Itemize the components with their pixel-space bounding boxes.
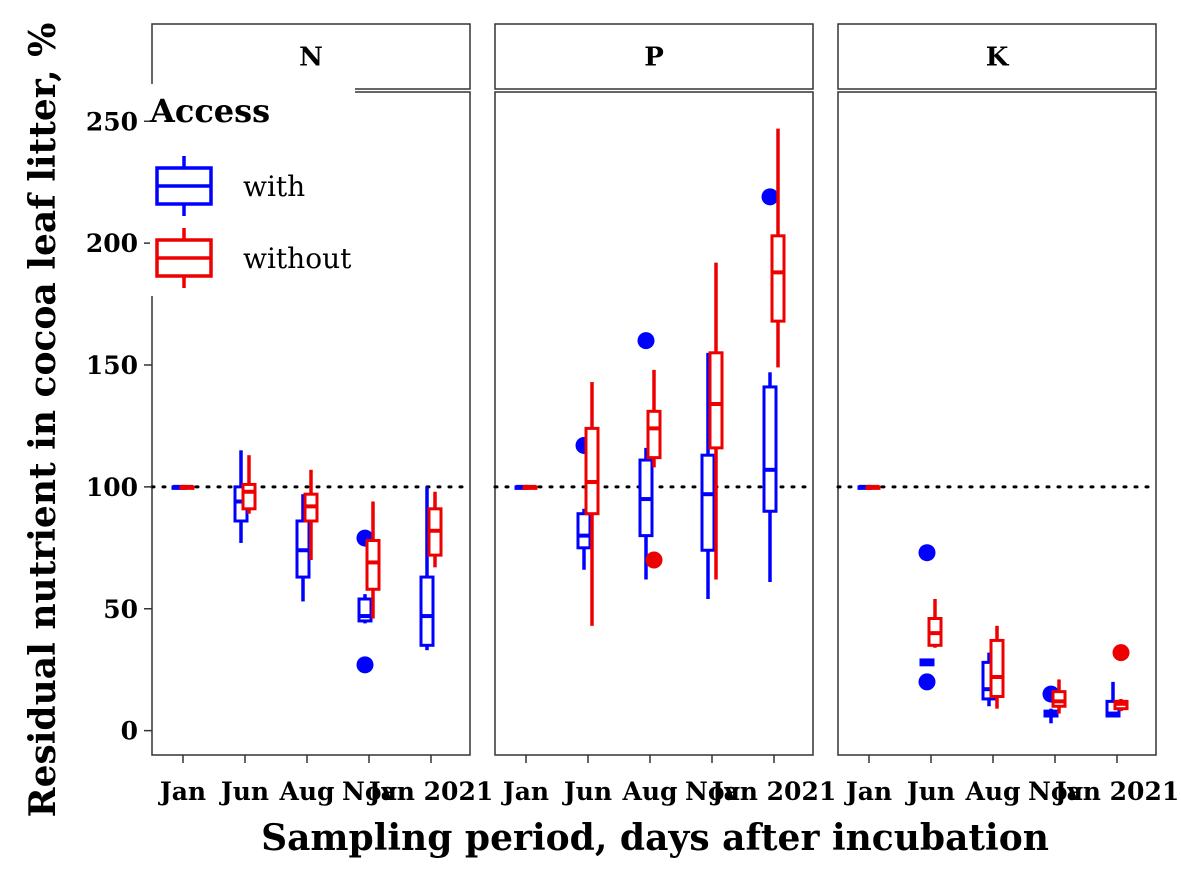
box-without-P-4 (770, 128, 786, 368)
box-iqr (241, 482, 257, 511)
strip-P (494, 23, 814, 90)
box-iqr (584, 426, 600, 516)
legend: Access with without (149, 84, 355, 296)
box-without-K-0 (865, 484, 881, 490)
outlier-point (918, 673, 936, 691)
box-without-N-2 (303, 469, 319, 560)
legend-label-without: without (243, 242, 352, 275)
x-tick-label: Nov (685, 777, 741, 806)
outlier-point (1112, 644, 1130, 662)
box-with-N-3 (356, 529, 374, 674)
y-tick-label: 0 (121, 717, 138, 746)
legend-key-without (155, 228, 213, 288)
box-without-K-2 (989, 625, 1005, 709)
y-tick-label: 50 (103, 595, 138, 624)
x-tick-label: Jan (158, 777, 206, 806)
box-iqr (708, 351, 724, 450)
outlier-point (637, 332, 655, 350)
box-iqr (419, 575, 435, 647)
legend-key-with (155, 156, 213, 216)
box-iqr (770, 234, 786, 323)
outlier-point (645, 551, 663, 569)
x-tick-label: Jun (219, 777, 269, 806)
outlier-point (356, 656, 374, 674)
y-axis: 0 50 100 150 200 250 (86, 107, 152, 746)
box-with-K-1 (918, 544, 936, 691)
box-with-N-2 (295, 494, 311, 602)
y-tick-label: 100 (86, 473, 138, 502)
legend-label-with: with (243, 170, 305, 203)
box-iqr (365, 539, 381, 591)
box-without-N-3 (365, 501, 381, 619)
outlier-point (918, 544, 936, 562)
box-without-N-1 (241, 455, 257, 514)
box-without-P-2 (645, 369, 663, 569)
y-tick-label: 200 (86, 229, 138, 258)
strip-N (151, 23, 471, 90)
x-tick-label: Jan 2021 (367, 777, 494, 806)
box-iqr (576, 512, 592, 550)
box-with-P-4 (761, 188, 779, 582)
strip-label-K: K (986, 43, 1010, 73)
x-tick-label: Aug (278, 777, 334, 806)
box-without-P-1 (584, 382, 600, 626)
box-with-N-4 (419, 486, 435, 651)
box-without-N-4 (427, 491, 443, 568)
x-tick-label: Jan 2021 (1053, 777, 1180, 806)
box-iqr (646, 409, 662, 460)
box-with-P-2 (637, 332, 655, 580)
box-without-K-3 (1051, 679, 1067, 714)
legend-title: Access (149, 92, 270, 130)
x-tick-label: Nov (1028, 777, 1084, 806)
box-iqr (989, 638, 1005, 698)
x-tick-label: Jan (844, 777, 892, 806)
box-iqr (1051, 690, 1067, 708)
y-axis-title: Residual nutrient in cocoa leaf litter, … (22, 23, 64, 818)
box-without-K-4 (1112, 644, 1130, 712)
x-tick-label: Jan 2021 (710, 777, 837, 806)
x-tick-label: Nov (342, 777, 398, 806)
outlier-point (761, 188, 779, 206)
x-tick-label: Aug (964, 777, 1020, 806)
box-without-P-0 (522, 484, 538, 490)
box-iqr (700, 453, 716, 552)
box-without-K-1 (927, 599, 943, 648)
strip-label-N: N (299, 43, 323, 73)
x-tick-label: Aug (621, 777, 677, 806)
x-axis-title: Sampling period, days after incubation (261, 817, 1049, 859)
box-iqr (762, 385, 778, 513)
strip-K (837, 23, 1157, 90)
y-tick-label: 250 (86, 107, 138, 136)
x-tick-label: Jun (562, 777, 612, 806)
box-without-P-3 (708, 262, 724, 580)
strip-label-P: P (644, 43, 664, 73)
y-tick-label: 150 (86, 351, 138, 380)
box-with-P-3 (700, 352, 716, 599)
box-without-N-0 (179, 484, 195, 490)
box-with-K-3 (1042, 685, 1060, 724)
x-tick-label: Jun (905, 777, 955, 806)
x-tick-label: Jan (501, 777, 549, 806)
